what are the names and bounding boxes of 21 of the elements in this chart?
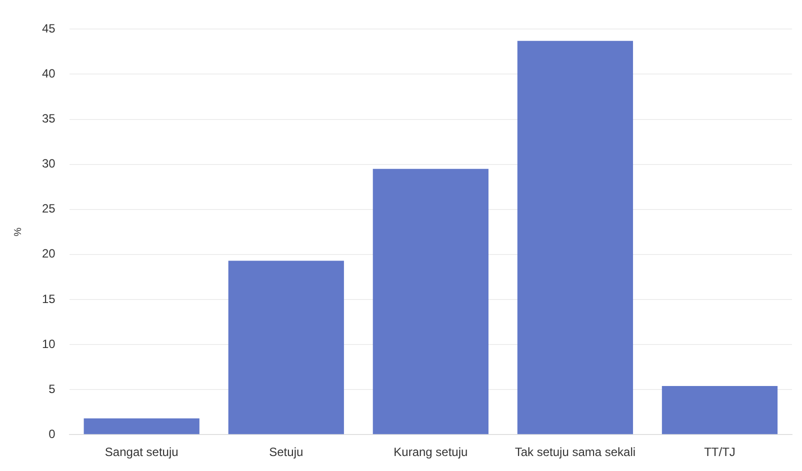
x-tick-label: Setuju	[269, 445, 304, 460]
y-tick-label: 0	[48, 426, 56, 441]
y-tick-label: 10	[42, 336, 56, 351]
y-tick-label: 5	[48, 382, 56, 396]
bar	[662, 386, 778, 434]
y-tick-label: 35	[42, 112, 56, 126]
y-tick-label: 40	[42, 66, 56, 81]
x-tick-label: TT/TJ	[704, 445, 736, 460]
y-tick-label: 25	[42, 202, 56, 216]
y-tick-label: 15	[42, 292, 56, 306]
y-axis-title: %	[12, 227, 24, 236]
bar	[84, 418, 200, 434]
x-tick-label: Tak setuju sama sekali	[514, 445, 636, 460]
y-tick-label: 20	[42, 246, 56, 261]
y-tick-label: 45	[42, 22, 56, 36]
bar	[228, 260, 344, 434]
x-tick-label: Kurang setuju	[394, 445, 468, 460]
bar	[372, 168, 488, 434]
bar	[517, 40, 634, 434]
y-tick-label: 30	[42, 156, 56, 171]
x-tick-label: Sangat setuju	[104, 445, 178, 460]
